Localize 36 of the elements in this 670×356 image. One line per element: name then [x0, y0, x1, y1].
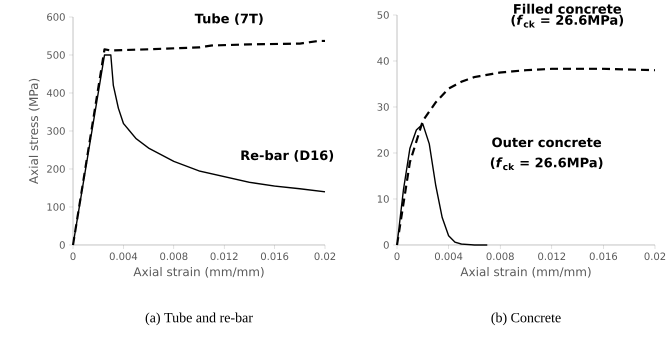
y-tick-label: 20	[377, 149, 389, 157]
text: (b) Concrete	[491, 312, 561, 326]
y-tick-label: 200	[47, 165, 65, 173]
y-tick-label: 10	[378, 195, 389, 203]
x-tick-label: 0.02	[644, 252, 666, 260]
x-tick-label: 0	[70, 252, 76, 260]
y-tick-label: 50	[378, 11, 389, 19]
y-tick-label: 0	[384, 241, 389, 249]
y-tick-label: 0	[60, 241, 65, 249]
x-tick-label: 0.008	[486, 252, 514, 260]
x-tick-label: 0	[394, 252, 400, 260]
text: (f$_{ck}$ = 26.6MPa)	[490, 157, 602, 170]
annotation: Tube (7T)	[194, 13, 263, 25]
x-tick-label: 0.008	[160, 252, 188, 260]
x-tick-label: 0.004	[110, 252, 138, 260]
annotation: Outer concrete	[492, 137, 602, 148]
text: Filled concrete	[514, 4, 622, 14]
y-tick-label: 400	[46, 89, 65, 97]
x-axis-title: Axial strain (mm/mm)	[133, 266, 264, 278]
x-tick-label: 0.012	[538, 252, 566, 260]
y-tick-label: 600	[47, 13, 65, 21]
y-tick-label: 300	[47, 127, 65, 135]
x-axis-title: Axial strain (mm/mm)	[460, 266, 591, 278]
annotation: Re-bar (D16)	[241, 150, 334, 162]
y-axis-title: Axial stress (MPa)	[28, 78, 40, 184]
y-tick-label: 40	[377, 57, 389, 65]
y-tick-label: 100	[47, 203, 65, 211]
y-tick-label: 30	[378, 103, 389, 111]
x-tick-label: 0.016	[590, 252, 618, 260]
x-tick-label: 0.02	[314, 252, 336, 260]
y-tick-label: 500	[47, 51, 65, 59]
text: (f$_{ck}$ = 26.6MPa)	[512, 14, 624, 28]
x-tick-label: 0.016	[260, 252, 288, 260]
text: (a) Tube and re-bar	[146, 312, 253, 326]
x-tick-label: 0.004	[434, 252, 462, 260]
x-tick-label: 0.012	[210, 252, 238, 260]
